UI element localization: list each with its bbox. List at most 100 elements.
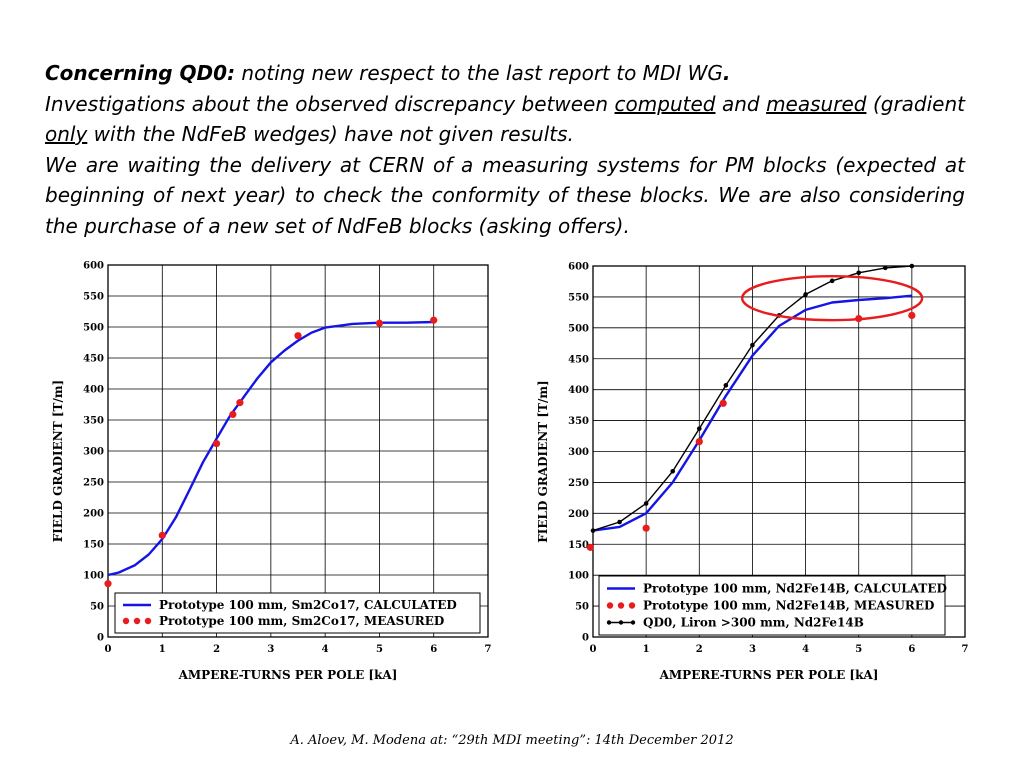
legend-box — [598, 575, 946, 636]
x-tick-label: 0 — [105, 644, 112, 655]
legend-swatch-marker — [618, 620, 624, 625]
report-heading-dot: . — [722, 61, 731, 85]
y-tick-label: 100 — [568, 571, 589, 582]
y-tick-label: 400 — [568, 385, 589, 396]
y-tick-label: 300 — [83, 447, 104, 458]
y-tick-label: 250 — [568, 478, 589, 489]
plot-frame — [107, 264, 489, 638]
y-tick-label: 600 — [83, 261, 104, 272]
p2-only: only — [45, 122, 88, 146]
y-tick-label: 450 — [83, 354, 104, 365]
y-tick-label: 200 — [83, 509, 104, 520]
legend-swatch-marker — [606, 620, 612, 625]
x-tick-label: 5 — [855, 644, 862, 655]
data-point — [882, 265, 888, 271]
data-point — [803, 292, 808, 297]
y-tick-label: 200 — [568, 509, 589, 520]
x-tick-label: 0 — [590, 644, 597, 655]
data-point — [856, 270, 862, 276]
highlight-ellipse — [740, 274, 924, 322]
x-tick-label: 2 — [696, 644, 703, 655]
p2-computed: computed — [614, 91, 716, 116]
data-point — [643, 501, 649, 506]
data-point — [750, 342, 755, 348]
data-point — [104, 580, 112, 588]
y-tick-label: 300 — [568, 447, 589, 458]
legend-swatch-marker — [606, 602, 614, 609]
legend-label: Prototype 100 mm, Sm2Co17, MEASURED — [159, 614, 444, 628]
y-tick-label: 400 — [83, 385, 104, 396]
legend-swatch-marker — [122, 617, 130, 625]
x-tick-label: 4 — [802, 644, 809, 655]
y-tick-label: 350 — [568, 416, 589, 427]
y-tick-label: 150 — [568, 540, 589, 551]
data-point — [829, 278, 835, 284]
x-axis-title: AMPERE-TURNS PER POLE [kA] — [178, 668, 398, 682]
y-tick-label: 50 — [575, 602, 589, 613]
p2-measured: measured — [766, 91, 867, 116]
legend-swatch-marker — [628, 602, 636, 609]
x-tick-label: 3 — [267, 644, 274, 655]
legend-swatch-marker — [630, 620, 636, 625]
y-tick-label: 0 — [97, 633, 104, 644]
x-tick-label: 4 — [322, 644, 329, 655]
p2-text-c: with the NdFeB wedges) have not given re… — [87, 122, 574, 146]
y-axis-title: FIELD GRADIENT [T/m] — [536, 380, 550, 542]
report-paragraph-1: Concerning QD0: noting new respect to th… — [45, 58, 965, 89]
data-point — [294, 332, 302, 340]
report-text: Concerning QD0: noting new respect to th… — [45, 58, 965, 241]
legend-label: QD0, Liron >300 mm, Nd2Fe14B — [643, 616, 864, 630]
report-heading-rest: noting new respect to the last report to… — [235, 61, 723, 85]
y-tick-label: 250 — [83, 478, 104, 489]
p2-and: and — [715, 91, 767, 116]
series-1 — [107, 320, 434, 577]
report-paragraph-3: We are waiting the delivery at CERN of a… — [45, 152, 965, 238]
x-tick-label: 1 — [643, 644, 650, 655]
data-point — [723, 383, 729, 388]
x-tick-label: 3 — [749, 644, 756, 655]
data-point — [696, 426, 702, 431]
y-tick-label: 500 — [568, 323, 589, 334]
report-paragraph-2: Investigations about the observed discre… — [45, 89, 965, 150]
data-point — [670, 468, 676, 474]
series-2 — [104, 316, 438, 588]
report-heading: Concerning QD0: — [45, 61, 236, 85]
data-point — [158, 531, 166, 539]
data-point — [719, 399, 727, 407]
chart-sm2co17: 0 1 2 3 4 5 6 7 0 50 100 150 200 250 300 350 400 450 500 55… — [51, 261, 492, 683]
data-point — [642, 524, 650, 532]
y-tick-label: 450 — [568, 354, 589, 365]
y-tick-label: 600 — [568, 262, 589, 273]
data-point — [212, 439, 221, 448]
data-point — [590, 528, 596, 533]
x-tick-label: 7 — [485, 644, 492, 655]
legend-label: Prototype 100 mm, Nd2Fe14B, MEASURED — [643, 599, 934, 613]
series-line — [107, 320, 434, 577]
data-point — [430, 316, 438, 324]
series-3 — [590, 263, 915, 533]
x-tick-label: 6 — [430, 644, 437, 655]
x-tick-label: 5 — [376, 644, 383, 655]
p2-text-a: Investigations about the observed discre… — [45, 91, 615, 116]
data-point — [229, 410, 237, 419]
y-tick-label: 150 — [83, 540, 104, 551]
y-tick-label: 50 — [90, 602, 104, 613]
x-axis-title: AMPERE-TURNS PER POLE [kA] — [659, 668, 879, 682]
legend-swatch-marker — [144, 617, 152, 625]
legend: Prototype 100 mm, Sm2Co17, CALCULATED Pro… — [114, 592, 481, 634]
x-tick-label: 1 — [159, 644, 166, 655]
y-tick-label: 350 — [83, 416, 104, 427]
y-tick-label: 550 — [568, 292, 589, 303]
series-line — [592, 294, 913, 532]
legend: Prototype 100 mm, Nd2Fe14B, CALCULATED Pr… — [598, 575, 947, 636]
plot-frame — [592, 265, 966, 638]
grid — [107, 264, 489, 638]
y-tick-label: 100 — [83, 571, 104, 582]
data-point — [617, 519, 622, 525]
data-point — [236, 399, 244, 407]
x-tick-label: 2 — [213, 644, 220, 655]
series-1 — [592, 294, 913, 532]
data-point — [908, 311, 916, 320]
p2-text-b: (gradient — [866, 91, 965, 116]
data-point — [586, 543, 594, 551]
